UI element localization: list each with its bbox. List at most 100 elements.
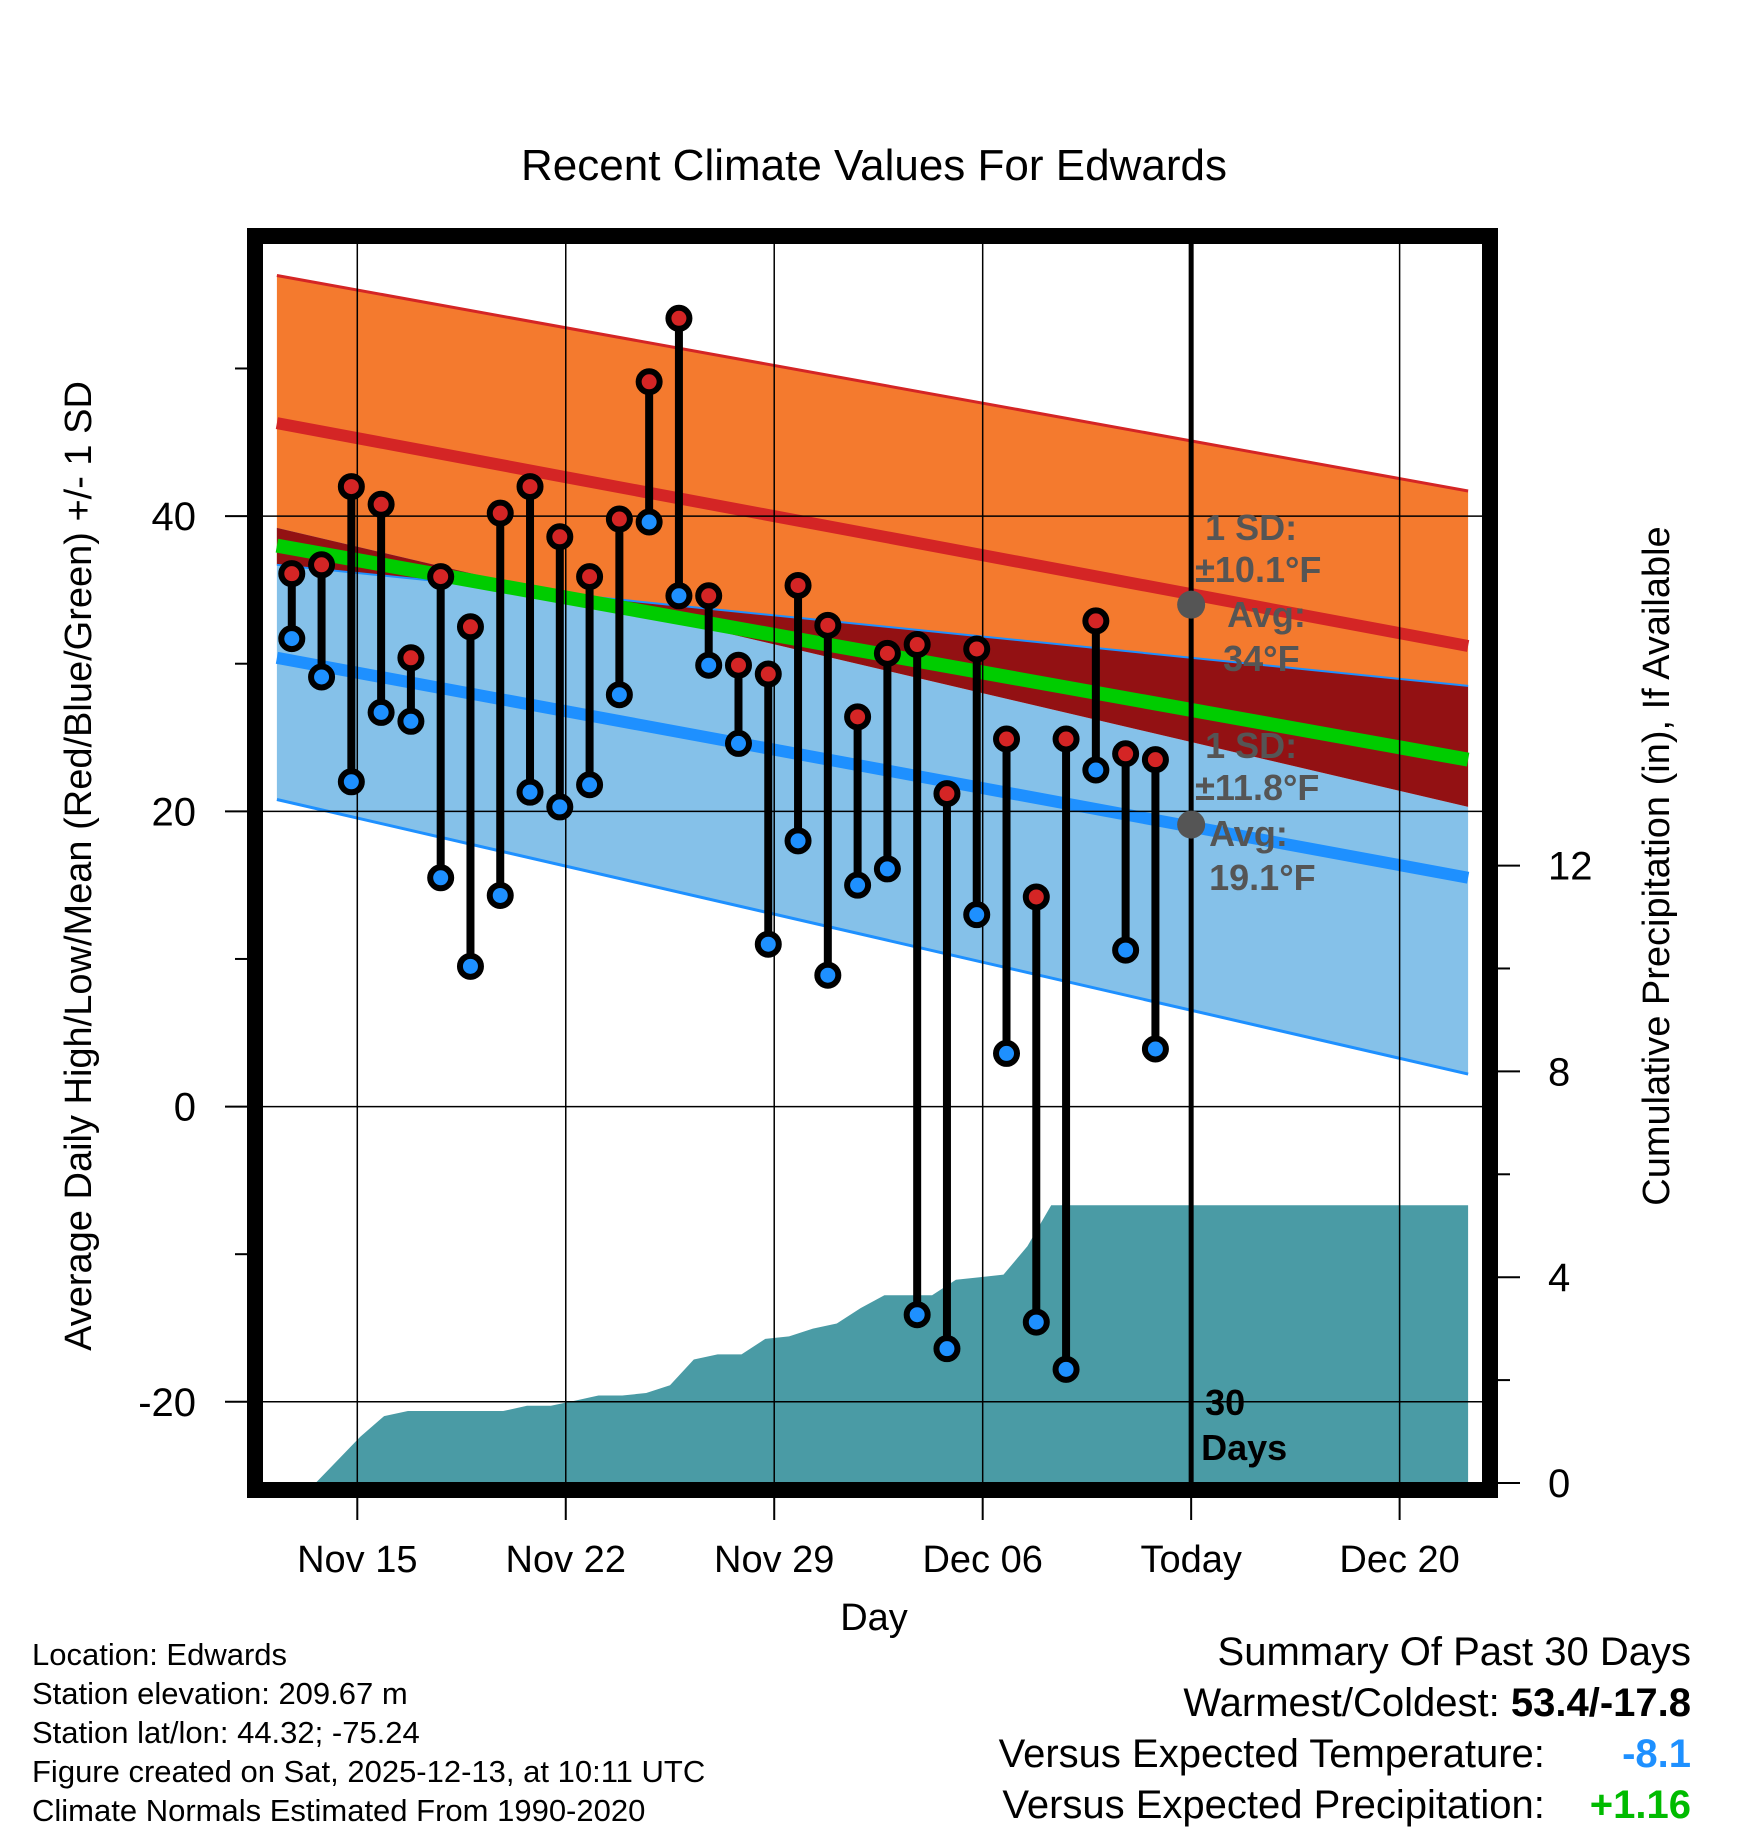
daily-high-point bbox=[724, 651, 752, 679]
daily-high-point bbox=[605, 505, 633, 533]
precip-label: Versus Expected Precipitation: bbox=[1002, 1783, 1545, 1827]
warm-cold-label: Warmest/Coldest: bbox=[1183, 1681, 1500, 1725]
daily-low-point bbox=[1082, 756, 1110, 784]
summary-precip: Versus Expected Precipitation: +1.16 bbox=[999, 1780, 1691, 1831]
daily-high-point bbox=[1112, 740, 1140, 768]
daily-low-point bbox=[963, 901, 991, 929]
daily-high-point bbox=[576, 563, 604, 591]
summary-warm-cold: Warmest/Coldest: 53.4/-17.8 bbox=[999, 1678, 1691, 1729]
temp-value: -8.1 bbox=[1622, 1732, 1691, 1776]
temp-label: Versus Expected Temperature: bbox=[998, 1732, 1545, 1776]
daily-low-point bbox=[1141, 1035, 1169, 1063]
high-avg-label: Avg: bbox=[1227, 594, 1306, 635]
daily-low-point bbox=[903, 1301, 931, 1329]
y-axis-label: Average Daily High/Low/Mean (Red/Blue/Gr… bbox=[58, 381, 100, 1351]
daily-low-point bbox=[724, 729, 752, 757]
low-avg-value: 19.1°F bbox=[1209, 857, 1315, 898]
low-normal-today-marker bbox=[1177, 810, 1206, 839]
warm-cold-value: 53.4/-17.8 bbox=[1510, 1681, 1691, 1725]
x-tick-label: Today bbox=[1140, 1539, 1241, 1581]
daily-low-point bbox=[754, 930, 782, 958]
high-sd-value: ±10.1°F bbox=[1195, 549, 1321, 590]
y-tick-label: -20 bbox=[138, 1381, 196, 1425]
summary-panel: Summary Of Past 30 Days Warmest/Coldest:… bbox=[999, 1627, 1691, 1831]
x-tick-label: Dec 06 bbox=[922, 1539, 1042, 1581]
x-axis-label: Day bbox=[840, 1597, 908, 1639]
daily-low-point bbox=[665, 582, 693, 610]
daily-high-point bbox=[784, 571, 812, 599]
daily-low-point bbox=[337, 768, 365, 796]
overlap-band bbox=[276, 527, 1469, 807]
daily-low-point bbox=[873, 855, 901, 883]
high-sd-label: 1 SD: bbox=[1205, 507, 1297, 548]
x-tick-label: Nov 29 bbox=[714, 1539, 834, 1581]
daily-low-point bbox=[456, 952, 484, 980]
daily-low-point bbox=[397, 707, 425, 735]
y2-tick-label: 8 bbox=[1548, 1050, 1570, 1094]
daily-low-point bbox=[576, 771, 604, 799]
daily-high-point bbox=[367, 490, 395, 518]
chart-title: Recent Climate Values For Edwards bbox=[521, 141, 1227, 190]
daily-high-point bbox=[963, 635, 991, 663]
precip-days-label: Days bbox=[1201, 1427, 1287, 1468]
plot-area: -20 0 20 40 0 4 8 12 Nov 15 Nov 22 Nov 29 Dec 06 Tod… bbox=[138, 228, 1593, 1581]
daily-low-point bbox=[814, 961, 842, 989]
daily-high-point bbox=[278, 560, 306, 588]
daily-low-point bbox=[1022, 1308, 1050, 1336]
daily-low-point bbox=[695, 651, 723, 679]
daily-high-point bbox=[1052, 725, 1080, 753]
x-tick-label: Nov 15 bbox=[297, 1539, 417, 1581]
low-avg-label: Avg: bbox=[1209, 813, 1288, 854]
y2-tick-label: 12 bbox=[1548, 845, 1593, 889]
daily-high-point bbox=[1082, 607, 1110, 635]
daily-low-point bbox=[784, 827, 812, 855]
daily-high-point bbox=[933, 780, 961, 808]
low-sd-band bbox=[276, 527, 1469, 1075]
elevation-text: Station elevation: 209.67 m bbox=[32, 1676, 408, 1711]
daily-high-point bbox=[546, 523, 574, 551]
station-info: Location: Edwards Station elevation: 209… bbox=[32, 1635, 705, 1830]
daily-high-point bbox=[456, 613, 484, 641]
daily-low-point bbox=[1112, 936, 1140, 964]
daily-high-point bbox=[873, 639, 901, 667]
created-text: Figure created on Sat, 2025-12-13, at 10… bbox=[32, 1754, 706, 1789]
y2-tick-label: 0 bbox=[1548, 1462, 1570, 1506]
daily-low-point bbox=[278, 625, 306, 653]
daily-high-point bbox=[814, 611, 842, 639]
x-tick-label: Nov 22 bbox=[506, 1539, 626, 1581]
y2-axis-label: Cumulative Precipitation (in), If Availa… bbox=[1636, 526, 1678, 1205]
normals-text: Climate Normals Estimated From 1990-2020 bbox=[32, 1793, 646, 1828]
mean-avg-line bbox=[275, 538, 1470, 767]
x-tick-label: Dec 20 bbox=[1339, 1539, 1459, 1581]
summary-heading: Summary Of Past 30 Days bbox=[1217, 1630, 1691, 1674]
latlon-text: Station lat/lon: 44.32; -75.24 bbox=[32, 1715, 420, 1750]
daily-low-point bbox=[546, 793, 574, 821]
precip-days-label: 30 bbox=[1205, 1382, 1245, 1423]
high-sd-band bbox=[276, 275, 1469, 686]
y2-tick-label: 4 bbox=[1548, 1256, 1570, 1300]
precip-area bbox=[315, 1205, 1469, 1483]
plot-content bbox=[262, 243, 1483, 1483]
low-avg-line bbox=[275, 651, 1470, 884]
plot-frame bbox=[247, 228, 1498, 1498]
daily-high-point bbox=[516, 473, 544, 501]
daily-high-point bbox=[695, 582, 723, 610]
high-avg-value: 34°F bbox=[1223, 638, 1299, 679]
daily-high-point bbox=[337, 473, 365, 501]
summary-temp: Versus Expected Temperature: -8.1 bbox=[999, 1729, 1691, 1780]
y-tick-label: 40 bbox=[152, 495, 197, 539]
daily-low-point bbox=[427, 864, 455, 892]
low-sd-value: ±11.8°F bbox=[1195, 767, 1319, 808]
daily-high-point bbox=[486, 499, 514, 527]
daily-high-point bbox=[308, 551, 336, 579]
daily-high-point bbox=[635, 368, 663, 396]
low-minus-sd-line bbox=[276, 798, 1469, 1076]
daily-low-point bbox=[635, 508, 663, 536]
y-tick-label: 20 bbox=[152, 790, 197, 834]
high-normal-today-marker bbox=[1177, 590, 1206, 619]
daily-low-point bbox=[993, 1039, 1021, 1067]
daily-high-point bbox=[427, 563, 455, 591]
daily-high-point bbox=[993, 725, 1021, 753]
daily-high-point bbox=[397, 644, 425, 672]
